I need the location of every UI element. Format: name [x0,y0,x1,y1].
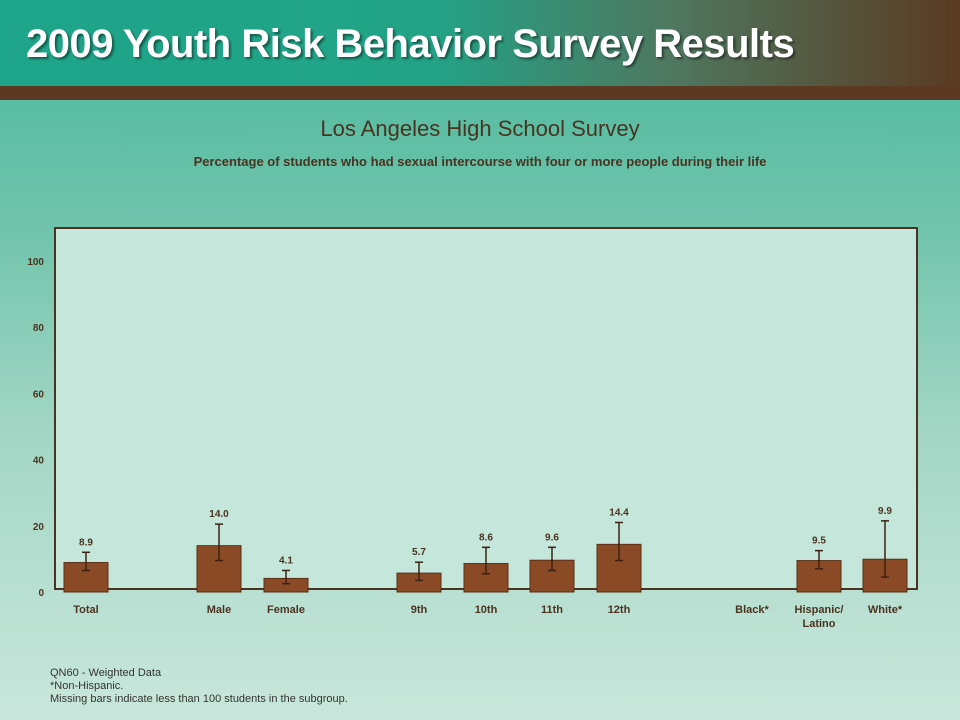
data-label: 9.6 [545,532,559,543]
data-label: 9.5 [812,536,826,547]
category-label: White* [868,604,903,616]
data-label: 5.7 [412,547,426,558]
category-label: 12th [608,604,631,616]
y-tick-label: 20 [33,522,45,533]
y-tick-label: 100 [27,257,44,268]
survey-title: 2009 Youth Risk Behavior Survey Results [26,22,795,66]
category-label: 9th [411,604,428,616]
y-tick-label: 80 [33,323,45,334]
note-missing-bars: Missing bars indicate less than 100 stud… [50,693,348,705]
category-label: Female [267,604,305,616]
category-label: 10th [475,604,498,616]
note-weighted-data: QN60 - Weighted Data [50,667,162,679]
footnotes: QN60 - Weighted Data *Non-Hispanic. Miss… [50,667,348,706]
plot-area [54,227,918,590]
data-label: 14.4 [609,507,629,518]
y-tick-label: 40 [33,456,45,467]
header-banner: 2009 Youth Risk Behavior Survey Results [0,0,960,86]
chart-title: Los Angeles High School Survey [320,116,640,141]
data-label: 14.0 [209,509,229,520]
header-rule [0,86,960,100]
category-label: Hispanic/ [795,604,844,616]
data-label: 4.1 [279,555,293,566]
chart-subtitle: Percentage of students who had sexual in… [193,154,767,169]
category-label: Latino [803,618,836,630]
y-tick-label: 60 [33,389,45,400]
data-label: 8.9 [79,537,93,548]
category-label: Black* [735,604,769,616]
y-tick-label: 0 [38,588,44,599]
category-label: 11th [541,604,563,616]
category-label: Male [207,604,231,616]
category-label: Total [73,604,98,616]
data-label: 8.6 [479,532,493,543]
note-non-hispanic: *Non-Hispanic. [50,680,124,692]
data-label: 9.9 [878,506,892,517]
